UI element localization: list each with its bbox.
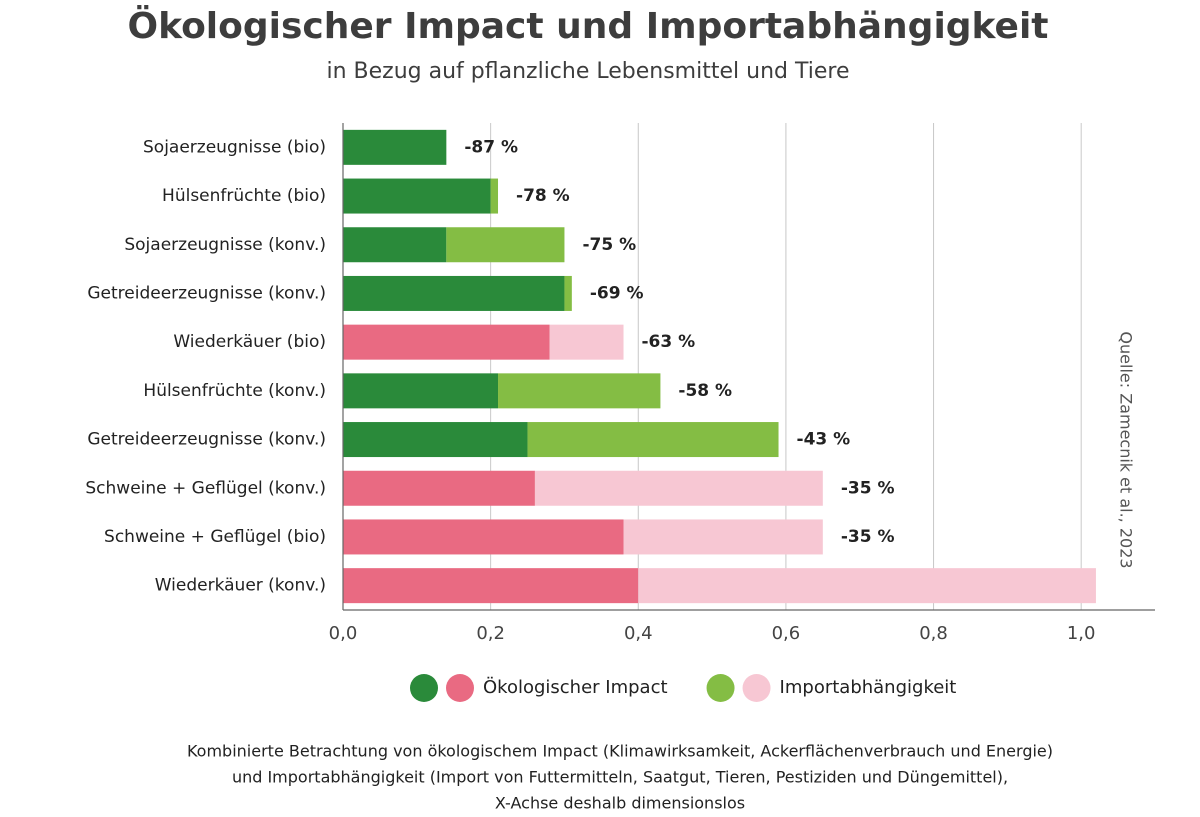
bar-segment bbox=[534, 470, 823, 506]
bar-label: -58 % bbox=[678, 381, 732, 401]
bar-segment bbox=[490, 178, 499, 214]
source: Quelle: Zamecnik et al., 2023 bbox=[1117, 331, 1136, 568]
bar-segment bbox=[638, 568, 1096, 604]
note: Kombinierte Betrachtung von ökologischem… bbox=[187, 742, 1053, 761]
bar-segment bbox=[549, 324, 624, 360]
legend-swatch bbox=[742, 674, 771, 702]
y-tick-label: Schweine + Geflügel (konv.) bbox=[85, 478, 326, 498]
bar-label: -87 % bbox=[464, 137, 518, 157]
note: und Importabhängigkeit (Import von Futte… bbox=[232, 768, 1008, 787]
y-tick-label: Wiederkäuer (konv.) bbox=[155, 576, 326, 596]
bar-segment bbox=[343, 470, 535, 506]
bar-segment bbox=[564, 275, 572, 311]
bar-segment bbox=[343, 324, 550, 360]
y-tick-label: Hülsenfrüchte (bio) bbox=[162, 186, 326, 206]
bar-label: -75 % bbox=[582, 235, 636, 255]
bar-label: -35 % bbox=[841, 478, 895, 498]
bar-segment bbox=[343, 275, 565, 311]
bar-segment bbox=[498, 373, 661, 409]
legend-label: Importabhängigkeit bbox=[780, 677, 957, 698]
y-tick-label: Getreideerzeugnisse (konv.) bbox=[87, 283, 326, 303]
legend-label: Ökologischer Impact bbox=[483, 676, 668, 698]
y-tick-label: Wiederkäuer (bio) bbox=[173, 332, 326, 352]
bar-segment bbox=[343, 178, 491, 214]
x-tick-label: 0,8 bbox=[919, 623, 948, 644]
chart-subtitle: in Bezug auf pflanzliche Lebensmittel un… bbox=[327, 59, 850, 84]
legend-swatch bbox=[410, 674, 438, 702]
y-tick-label: Sojaerzeugnisse (konv.) bbox=[124, 235, 326, 255]
y-tick-label: Getreideerzeugnisse (konv.) bbox=[87, 430, 326, 450]
bar-segment bbox=[446, 227, 565, 263]
bar-segment bbox=[343, 129, 447, 165]
y-tick-label: Sojaerzeugnisse (bio) bbox=[143, 137, 326, 157]
legend-swatch bbox=[706, 674, 735, 702]
bar-label: -78 % bbox=[516, 186, 570, 206]
chart-title: Ökologischer Impact und Importabhängigke… bbox=[127, 5, 1048, 47]
bar-label: -35 % bbox=[841, 527, 895, 547]
bar-segment bbox=[343, 519, 624, 555]
x-tick-label: 1,0 bbox=[1067, 623, 1096, 644]
note: X-Achse deshalb dimensionslos bbox=[495, 794, 745, 813]
x-tick-label: 0,0 bbox=[329, 623, 358, 644]
bar-segment bbox=[343, 422, 528, 458]
bar-segment bbox=[343, 568, 639, 604]
x-tick-label: 0,6 bbox=[772, 623, 801, 644]
bar-label: -69 % bbox=[590, 283, 644, 303]
bar-segment bbox=[527, 422, 779, 458]
bar-label: -63 % bbox=[642, 332, 696, 352]
bar-segment bbox=[623, 519, 823, 555]
x-tick-label: 0,2 bbox=[476, 623, 505, 644]
y-tick-label: Schweine + Geflügel (bio) bbox=[104, 527, 326, 547]
legend-swatch bbox=[446, 674, 474, 702]
bar-label: -43 % bbox=[797, 430, 851, 450]
bar-segment bbox=[343, 227, 447, 263]
y-tick-label: Hülsenfrüchte (konv.) bbox=[143, 381, 326, 401]
x-tick-label: 0,4 bbox=[624, 623, 653, 644]
bar-segment bbox=[343, 373, 499, 409]
